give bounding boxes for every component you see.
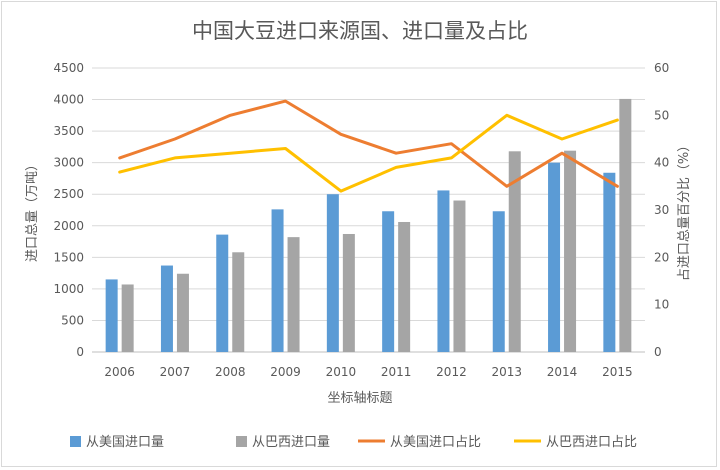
bar-brazil (176, 273, 189, 352)
bar-us (105, 279, 118, 352)
left-tick-label: 3000 (53, 156, 84, 170)
left-tick-label: 4000 (53, 93, 84, 107)
left-tick-label: 2500 (53, 187, 84, 201)
tick-labels: 0 500 1000 1500 2000 2500 3000 3500 4000 4500 0 10 2… (53, 61, 669, 379)
x-tick-label: 2013 (491, 365, 522, 379)
x-tick-label: 2008 (215, 365, 246, 379)
bar-us (216, 234, 229, 352)
line-brazil-share (118, 113, 619, 193)
bar-us (271, 209, 284, 352)
right-tick-label: 10 (654, 298, 669, 312)
legend-label: 从巴西进口量 (252, 435, 330, 450)
left-tick-label: 3500 (53, 124, 84, 138)
right-tick-label: 40 (654, 156, 669, 170)
bar-us (548, 162, 561, 352)
line-series (118, 99, 619, 193)
x-tick-label: 2015 (602, 365, 633, 379)
left-tick-label: 4500 (53, 61, 84, 75)
legend-label: 从美国进口占比 (390, 435, 481, 450)
bar-brazil (619, 98, 632, 353)
x-tick-label: 2011 (381, 365, 412, 379)
bar-brazil (232, 252, 245, 352)
bar-brazil (342, 233, 355, 352)
gridlines (92, 67, 645, 353)
x-tick-label: 2006 (104, 365, 135, 379)
left-tick-label: 1000 (53, 282, 84, 296)
chart-title: 中国大豆进口来源国、进口量及占比 (192, 19, 528, 43)
bar-us (603, 172, 616, 352)
bar-brazil (453, 200, 466, 352)
bar-series (105, 98, 632, 353)
right-tick-label: 50 (654, 108, 669, 122)
right-tick-label: 0 (654, 345, 662, 359)
left-tick-label: 2000 (53, 219, 84, 233)
x-tick-label: 2007 (160, 365, 191, 379)
right-tick-label: 20 (654, 250, 669, 264)
bar-us (382, 211, 395, 352)
x-tick-label: 2010 (326, 365, 357, 379)
right-axis-title: 占进口总量百分比（%） (677, 139, 692, 281)
bar-brazil (508, 151, 521, 352)
bar-brazil (564, 150, 577, 352)
bar-brazil (287, 237, 300, 352)
bar-brazil (398, 221, 411, 352)
bar-us (437, 190, 450, 352)
left-tick-label: 1500 (53, 250, 84, 264)
left-axis-title: 进口总量（万吨） (25, 158, 40, 262)
left-tick-label: 0 (76, 345, 84, 359)
legend-swatch (236, 436, 247, 447)
bar-us (326, 194, 339, 352)
bar-us (492, 211, 505, 352)
legend-swatch (70, 436, 81, 447)
right-tick-label: 30 (654, 203, 669, 217)
x-axis-title: 坐标轴标题 (327, 391, 392, 406)
x-tick-label: 2012 (436, 365, 467, 379)
right-tick-label: 60 (654, 61, 669, 75)
x-tick-label: 2014 (547, 365, 578, 379)
line-us-share (118, 99, 619, 188)
bar-brazil (121, 284, 134, 352)
bar-us (160, 265, 173, 352)
legend: 从美国进口量 从巴西进口量 从美国进口占比 从巴西进口占比 (70, 435, 637, 450)
left-tick-label: 500 (61, 313, 84, 327)
x-tick-label: 2009 (270, 365, 301, 379)
legend-label: 从美国进口量 (86, 435, 164, 450)
legend-label: 从巴西进口占比 (546, 435, 637, 450)
